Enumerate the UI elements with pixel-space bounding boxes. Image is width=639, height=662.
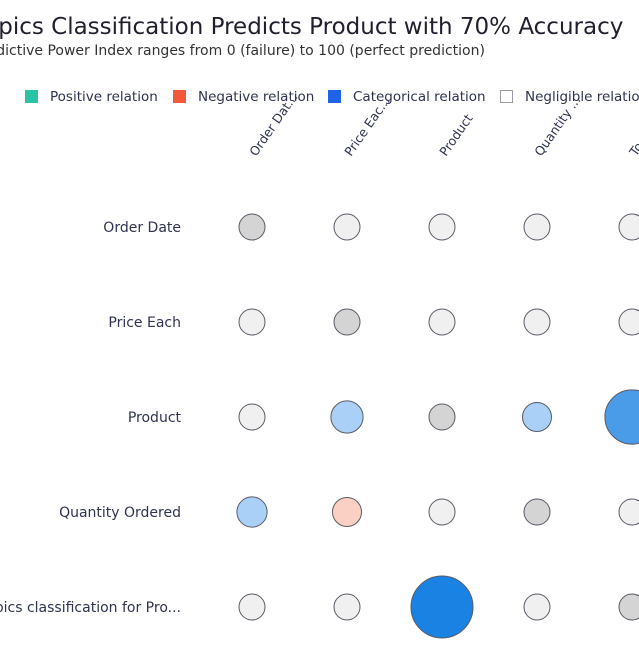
bubble-cell[interactable] xyxy=(523,498,551,526)
bubble-cell[interactable] xyxy=(238,213,266,241)
row-label: Topics classification for Pro... xyxy=(0,600,181,616)
bubble-cell[interactable] xyxy=(238,593,266,621)
chart-title: Topics Classification Predicts Product w… xyxy=(0,14,624,40)
chart-subtitle: Predictive Power Index ranges from 0 (fa… xyxy=(0,43,485,59)
bubble-cell[interactable] xyxy=(618,498,639,526)
bubble-cell[interactable] xyxy=(618,213,639,241)
legend-label-negative: Negative relation xyxy=(198,89,315,105)
bubble-cell[interactable] xyxy=(428,403,456,431)
bubble-cell[interactable] xyxy=(428,498,456,526)
row-label: Product xyxy=(128,410,182,426)
legend-swatch-categorical xyxy=(328,89,341,103)
bubble-cell[interactable] xyxy=(618,308,639,336)
legend-item-negligible[interactable]: Negligible relation xyxy=(500,89,639,105)
legend-swatch-positive xyxy=(25,89,38,103)
bubble-cell[interactable] xyxy=(428,308,456,336)
bubble-cell[interactable] xyxy=(333,593,361,621)
legend-swatch-negligible xyxy=(500,89,513,103)
bubble-cell[interactable] xyxy=(330,400,364,434)
legend-label-positive: Positive relation xyxy=(50,89,158,105)
row-label: Order Date xyxy=(103,220,181,236)
bubble-cell[interactable] xyxy=(410,575,474,639)
bubble-cell[interactable] xyxy=(238,308,266,336)
row-label: Price Each xyxy=(108,315,181,331)
legend-label-categorical: Categorical relation xyxy=(353,89,486,105)
legend-item-categorical[interactable]: Categorical relation xyxy=(328,89,486,105)
bubble-cell[interactable] xyxy=(428,213,456,241)
column-label: Price Eac... xyxy=(341,94,393,159)
bubble-cell[interactable] xyxy=(523,308,551,336)
bubble-cell[interactable] xyxy=(604,389,639,445)
bubble-cell[interactable] xyxy=(333,213,361,241)
column-label: Product xyxy=(436,111,476,159)
bubble-cell[interactable] xyxy=(523,213,551,241)
bubble-cell[interactable] xyxy=(522,402,552,432)
legend-item-positive[interactable]: Positive relation xyxy=(25,89,158,105)
row-label: Quantity Ordered xyxy=(59,505,181,521)
bubble-cell[interactable] xyxy=(332,497,362,527)
bubble-cell[interactable] xyxy=(618,593,639,621)
column-label: Order Dat... xyxy=(246,90,301,159)
legend-swatch-negative xyxy=(173,89,186,103)
column-label: Quantity ... xyxy=(531,93,583,159)
bubble-cell[interactable] xyxy=(523,593,551,621)
bubble-cell[interactable] xyxy=(333,308,361,336)
bubble-cell[interactable] xyxy=(238,403,266,431)
column-label: To... xyxy=(626,130,639,160)
legend-label-negligible: Negligible relation xyxy=(525,89,639,105)
bubble-cell[interactable] xyxy=(236,496,268,528)
legend-item-negative[interactable]: Negative relation xyxy=(173,89,314,105)
